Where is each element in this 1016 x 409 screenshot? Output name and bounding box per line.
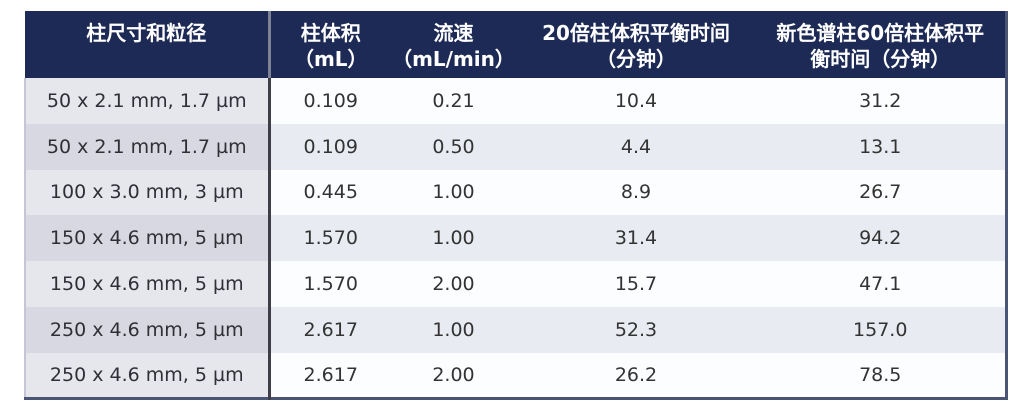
- cell-dimensions: 50 x 2.1 mm, 1.7 µm: [24, 123, 271, 170]
- cell-value: 10.4: [516, 78, 756, 124]
- cell-value: 31.4: [516, 215, 756, 262]
- table-row: 50 x 2.1 mm, 1.7 µm 0.109 0.50 4.4 13.1: [24, 123, 1006, 170]
- column-header-label: 柱体积: [300, 21, 361, 45]
- cell-value: 31.2: [756, 78, 1006, 124]
- cell-value: 78.5: [756, 352, 1006, 399]
- cell-value: 0.21: [391, 78, 516, 124]
- cell-value: 8.9: [516, 169, 756, 216]
- cell-value: 0.109: [269, 123, 391, 170]
- column-header-unit: （分钟）: [596, 47, 676, 72]
- cell-value: 47.1: [756, 261, 1006, 307]
- column-header-dimensions: 柱尺寸和粒径: [25, 11, 271, 78]
- table-row: 250 x 4.6 mm, 5 µm 2.617 1.00 52.3 157.0: [24, 306, 1006, 353]
- table-row: 50 x 2.1 mm, 1.7 µm 0.109 0.21 10.4 31.2: [24, 78, 1006, 124]
- cell-value: 0.445: [269, 169, 391, 216]
- column-header-60cv-time: 新色谱柱60倍柱体积平 衡时间（分钟）: [756, 11, 1006, 78]
- cell-dimensions: 100 x 3.0 mm, 3 µm: [24, 169, 271, 216]
- cell-value: 94.2: [756, 215, 1006, 262]
- cell-value: 1.570: [269, 215, 391, 262]
- table-row: 100 x 3.0 mm, 3 µm 0.445 1.00 8.9 26.7: [24, 169, 1006, 216]
- cell-value: 15.7: [516, 261, 756, 307]
- table-header-row: 柱尺寸和粒径 柱体积 （mL） 流速 （mL/min） 20倍柱体积平衡时间 （…: [25, 11, 1006, 78]
- cell-dimensions: 150 x 4.6 mm, 5 µm: [24, 261, 271, 307]
- cell-value: 26.7: [756, 169, 1006, 216]
- cell-value: 157.0: [756, 306, 1006, 353]
- column-header-unit: （mL/min）: [392, 47, 515, 72]
- cell-value: 2.00: [391, 261, 516, 307]
- table-body: 50 x 2.1 mm, 1.7 µm 0.109 0.21 10.4 31.2 50 x…: [24, 78, 1006, 399]
- cell-value: 1.00: [391, 169, 516, 216]
- column-header-label: 流速: [433, 21, 474, 45]
- column-header-unit: 衡时间（分钟）: [810, 47, 951, 72]
- table-row: 250 x 4.6 mm, 5 µm 2.617 2.00 26.2 78.5: [24, 352, 1006, 399]
- cell-value: 2.00: [391, 352, 516, 399]
- cell-dimensions: 250 x 4.6 mm, 5 µm: [24, 352, 271, 399]
- column-header-unit: （mL）: [293, 47, 368, 72]
- cell-value: 0.50: [391, 123, 516, 170]
- column-header-label: 柱尺寸和粒径: [86, 21, 207, 45]
- column-header-label: 20倍柱体积平衡时间: [542, 21, 730, 45]
- table-row: 150 x 4.6 mm, 5 µm 1.570 2.00 15.7 47.1: [24, 261, 1006, 307]
- cell-value: 2.617: [269, 352, 391, 399]
- cell-value: 4.4: [516, 123, 756, 170]
- cell-value: 1.00: [391, 306, 516, 353]
- cell-value: 0.109: [269, 78, 391, 124]
- column-header-flow-rate: 流速 （mL/min）: [391, 11, 516, 78]
- column-header-volume: 柱体积 （mL）: [269, 11, 391, 78]
- cell-value: 26.2: [516, 352, 756, 399]
- cell-dimensions: 150 x 4.6 mm, 5 µm: [24, 215, 271, 262]
- cell-value: 1.570: [269, 261, 391, 307]
- cell-value: 52.3: [516, 306, 756, 353]
- equilibration-time-table: 柱尺寸和粒径 柱体积 （mL） 流速 （mL/min） 20倍柱体积平衡时间 （…: [24, 11, 1008, 400]
- cell-value: 2.617: [269, 306, 391, 353]
- cell-value: 1.00: [391, 215, 516, 262]
- table-row: 150 x 4.6 mm, 5 µm 1.570 1.00 31.4 94.2: [24, 215, 1006, 262]
- cell-value: 13.1: [756, 123, 1006, 170]
- column-header-20cv-time: 20倍柱体积平衡时间 （分钟）: [516, 11, 756, 78]
- cell-dimensions: 250 x 4.6 mm, 5 µm: [24, 306, 271, 353]
- column-header-label: 新色谱柱60倍柱体积平: [776, 21, 985, 45]
- cell-dimensions: 50 x 2.1 mm, 1.7 µm: [24, 78, 271, 124]
